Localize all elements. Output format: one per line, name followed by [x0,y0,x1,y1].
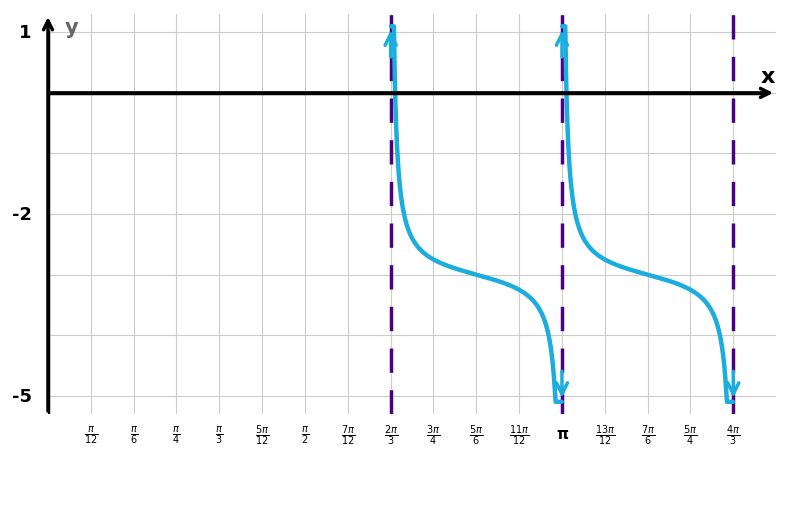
Text: y: y [64,18,78,38]
Text: $\frac{π}{2}$: $\frac{π}{2}$ [301,423,309,445]
Text: $\frac{π}{3}$: $\frac{π}{3}$ [215,423,223,445]
Text: $\frac{13π}{12}$: $\frac{13π}{12}$ [594,423,615,447]
Text: $\frac{7π}{6}$: $\frac{7π}{6}$ [641,423,654,447]
Text: π: π [556,426,568,441]
Text: $\frac{11π}{12}$: $\frac{11π}{12}$ [509,423,530,447]
Text: $\frac{3π}{4}$: $\frac{3π}{4}$ [426,423,441,447]
Text: $\frac{5π}{12}$: $\frac{5π}{12}$ [255,423,270,447]
Text: x: x [761,67,775,86]
Text: $\frac{4π}{3}$: $\frac{4π}{3}$ [726,423,740,447]
Text: $\frac{π}{12}$: $\frac{π}{12}$ [84,423,98,445]
Text: $\frac{5π}{4}$: $\frac{5π}{4}$ [683,423,698,447]
Text: $\frac{2π}{3}$: $\frac{2π}{3}$ [383,423,398,447]
Text: $\frac{π}{6}$: $\frac{π}{6}$ [130,423,138,445]
Text: $\frac{5π}{6}$: $\frac{5π}{6}$ [470,423,483,447]
Text: -2: -2 [12,206,32,224]
Text: 1: 1 [19,24,32,42]
Text: -5: -5 [12,387,32,405]
Text: $\frac{7π}{12}$: $\frac{7π}{12}$ [341,423,355,447]
Text: $\frac{π}{4}$: $\frac{π}{4}$ [172,423,181,445]
